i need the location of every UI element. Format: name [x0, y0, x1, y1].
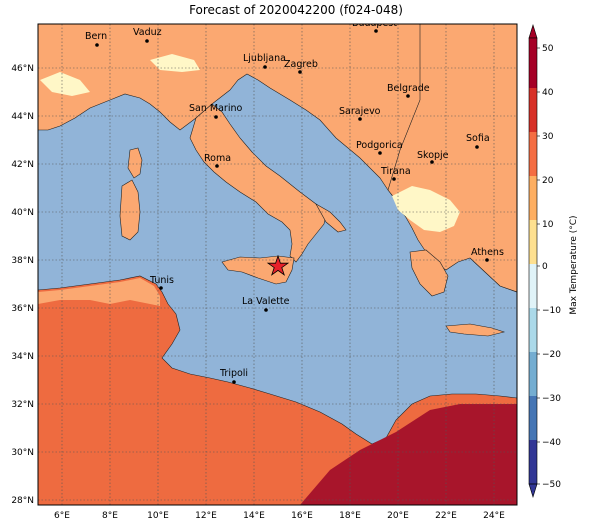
city-label: Podgorica: [356, 140, 403, 151]
lat-tick-label: 42°N: [11, 160, 34, 170]
lon-tick-label: 10°E: [147, 511, 169, 521]
colorbar-tick-label: 10: [542, 220, 554, 230]
city-dot: [406, 94, 410, 98]
colorbar-tick-label: −30: [542, 394, 561, 404]
city-label: Ljubljana: [243, 53, 286, 64]
city-label: Belgrade: [387, 83, 430, 94]
colorbar-title: Max Temperature (°C): [569, 215, 579, 314]
city-dot: [392, 177, 396, 181]
map-frame: [37, 23, 518, 506]
colorbar: 50 40 30 20 10 0 −10 −20 −30 −40 −50 Max…: [528, 23, 579, 499]
land-cool-alps: [40, 72, 90, 96]
lon-tick-label: 20°E: [387, 511, 409, 521]
lat-tick-label: 46°N: [11, 64, 34, 74]
colorbar-extend-bottom: [528, 483, 538, 499]
city-label: Sarajevo: [339, 106, 381, 117]
city-label: Vaduz: [133, 27, 162, 38]
city-label: Roma: [204, 153, 231, 164]
colorbar-frame: [528, 37, 538, 485]
city-label: Tunis: [149, 275, 174, 286]
land-hot-zone: [300, 404, 517, 505]
colorbar-tick-label: 0: [542, 262, 548, 272]
map-canvas: Bern Vaduz Budapest Ljubljana Zagreb Bel…: [38, 18, 517, 505]
land-cool-balkan: [392, 186, 460, 232]
colorbar-tick-label: 50: [542, 44, 554, 54]
location-star-icon: [266, 254, 290, 276]
colorbar-extend-top: [528, 23, 538, 39]
map-title: Forecast of 2020042200 (f024-048): [189, 3, 403, 17]
city-dot: [430, 160, 434, 164]
city-label: Sofia: [466, 133, 490, 144]
city-dot: [214, 115, 218, 119]
city-dot: [263, 65, 267, 69]
city-label: Skopje: [417, 150, 449, 161]
colorbar-bin: [529, 176, 537, 220]
colorbar-bin: [529, 396, 537, 440]
city-dot: [215, 164, 219, 168]
city-label: San Marino: [189, 103, 242, 114]
city-dot: [145, 39, 149, 43]
lon-tick-label: 18°E: [339, 511, 361, 521]
lon-tick-label: 16°E: [291, 511, 313, 521]
city-dot: [378, 151, 382, 155]
colorbar-tick-label: −10: [542, 306, 561, 316]
colorbar-bin: [529, 220, 537, 264]
land-cool-alps-2: [150, 54, 200, 72]
colorbar-bin: [529, 132, 537, 176]
lat-axis: 46°N 44°N 42°N 40°N 38°N 36°N 34°N 32°N …: [11, 64, 34, 506]
city-label: Athens: [471, 247, 504, 258]
land-peloponnese: [409, 249, 449, 297]
lon-tick-label: 14°E: [243, 511, 265, 521]
colorbar-bin: [529, 352, 537, 396]
land-crete: [445, 323, 506, 337]
land-tunisia-coast: [38, 278, 160, 306]
city-label: Bern: [85, 31, 107, 42]
lat-tick-label: 28°N: [11, 496, 34, 506]
lat-tick-label: 38°N: [11, 256, 34, 266]
land-sardinia: [119, 179, 141, 241]
city-label: La Valette: [242, 296, 290, 307]
city-dot: [159, 286, 163, 290]
lat-tick-label: 34°N: [11, 352, 34, 362]
lon-tick-label: 24°E: [483, 511, 505, 521]
lat-tick-label: 40°N: [11, 208, 34, 218]
colorbar-tick-label: 20: [542, 176, 554, 186]
land-italy: [189, 103, 327, 263]
city-label: Tripoli: [219, 368, 248, 379]
colorbar-bin: [529, 440, 537, 484]
lon-tick-label: 6°E: [54, 511, 70, 521]
city-dot: [374, 29, 378, 33]
lat-tick-label: 32°N: [11, 400, 34, 410]
colorbar-bin: [529, 308, 537, 352]
city-dot: [475, 145, 479, 149]
lon-axis: 6°E 8°E 10°E 12°E 14°E 16°E 18°E 20°E 22…: [54, 511, 505, 521]
city-label: Zagreb: [284, 59, 318, 70]
lat-tick-label: 36°N: [11, 304, 34, 314]
colorbar-tick-label: −20: [542, 350, 561, 360]
colorbar-tick-label: −50: [542, 480, 561, 490]
lon-tick-label: 22°E: [435, 511, 457, 521]
colorbar-bin: [529, 264, 537, 308]
colorbar-ticks: [537, 47, 540, 485]
lat-tick-label: 44°N: [11, 112, 34, 122]
city-dot: [232, 380, 236, 384]
lat-tick-label: 30°N: [11, 448, 34, 458]
lon-tick-label: 8°E: [102, 511, 118, 521]
colorbar-tick-label: 40: [542, 88, 554, 98]
city-label: Budapest: [352, 18, 397, 29]
colorbar-bin: [529, 38, 537, 88]
city-dot: [358, 117, 362, 121]
colorbar-tick-label: 30: [542, 132, 554, 142]
land-corsica: [127, 147, 143, 179]
city-dot: [485, 258, 489, 262]
city-dot: [264, 308, 268, 312]
city-dot: [298, 70, 302, 74]
colorbar-tick-label: −40: [542, 438, 561, 448]
city-markers: [95, 29, 489, 384]
city-dot: [95, 43, 99, 47]
city-label: Tirana: [380, 166, 411, 177]
colorbar-bin: [529, 88, 537, 132]
lon-tick-label: 12°E: [195, 511, 217, 521]
